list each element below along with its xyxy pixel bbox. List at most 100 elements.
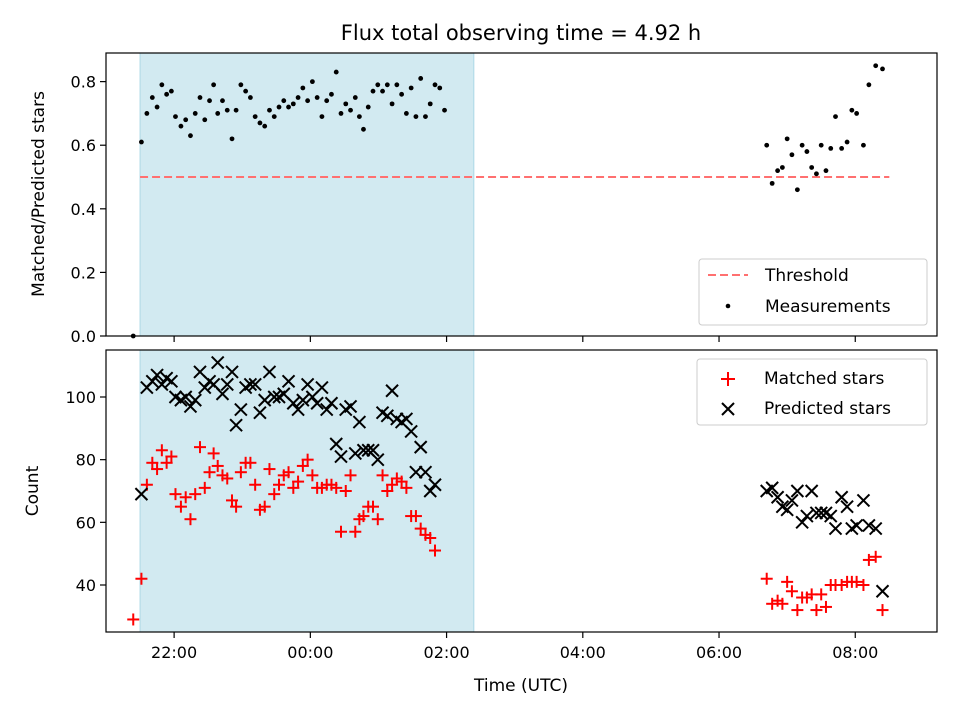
bottom-panel: 40 60 80 100 22:00 00:00 02:00 04:00 06:00 08:00… (23, 349, 938, 696)
predicted-star-point (371, 452, 385, 467)
predicted-star-point (296, 393, 310, 407)
x-tick-label: 04:00 (560, 643, 606, 662)
bottom-legend: Matched stars Predicted stars (696, 358, 928, 426)
predicted-star-point (343, 399, 358, 414)
measurement-point (764, 142, 770, 148)
observing-span-shade-top (139, 52, 475, 337)
y-tick-label: 100 (65, 388, 96, 407)
top-legend-box (698, 258, 928, 326)
measurement-point (418, 76, 424, 81)
top-legend: Threshold Measurements (698, 258, 928, 326)
predicted-star-point (824, 509, 838, 523)
matched-star-point (169, 488, 182, 501)
matched-star-point (268, 488, 281, 501)
matched-legend-swatch (721, 372, 735, 386)
predicted-star-point (286, 396, 301, 410)
predicted-star-point (423, 484, 437, 498)
predicted-star-point (315, 380, 329, 395)
predicted-star-point (183, 399, 198, 414)
measurement-point (408, 85, 414, 91)
predicted-star-point (840, 499, 854, 514)
predicted-star-point (765, 481, 779, 495)
predicted-star-point (875, 584, 890, 598)
measurement-point (818, 142, 824, 148)
measurement-point (784, 136, 790, 142)
matched-star-point (184, 513, 197, 526)
predicted-star-point (267, 390, 281, 404)
measurement-point (775, 168, 781, 174)
measurement-point (243, 88, 249, 94)
measurement-point (173, 114, 178, 119)
predicted-star-point (418, 465, 433, 479)
measurement-point (352, 95, 358, 100)
measurement-point (804, 149, 810, 154)
measurement-point (854, 111, 860, 116)
matched-star-point (211, 459, 224, 472)
measurement-point (267, 107, 272, 113)
x-tick-label: 02:00 (424, 643, 470, 662)
matched-star-point (409, 510, 422, 523)
measurement-point (809, 165, 815, 170)
threshold-legend-label: Threshold (764, 266, 849, 286)
matched-star-point (344, 469, 357, 482)
matched-star-point (193, 441, 206, 454)
predicted-star-point (329, 437, 343, 451)
matched-star-point (282, 466, 295, 479)
matched-star-point (226, 494, 239, 507)
predicted-star-point (324, 396, 339, 410)
predicted-star-point (352, 415, 367, 429)
predicted-star-point (178, 390, 193, 404)
x-tick-label: 00:00 (287, 643, 333, 662)
measurement-point (361, 126, 366, 132)
predicted-star-point (862, 518, 876, 533)
predicted-star-point (253, 405, 267, 420)
x-tick-label: 06:00 (696, 643, 742, 662)
matched-legend-label: Matched stars (764, 369, 884, 389)
measurement-point (305, 98, 311, 104)
predicted-legend-swatch (721, 402, 735, 416)
predicted-star-point (413, 440, 428, 454)
matched-star-point (367, 500, 380, 513)
matched-star-point (174, 500, 187, 513)
measurement-point (873, 63, 879, 69)
shade-rect (139, 52, 475, 337)
matched-star-point (876, 604, 889, 617)
predicted-stars-points (134, 355, 890, 598)
measurement-point (139, 139, 144, 145)
predicted-star-point (225, 365, 239, 379)
measurement-point (276, 104, 282, 110)
matched-star-point (815, 588, 828, 601)
y-tick-label: 60 (76, 513, 96, 532)
predicted-star-point (319, 402, 334, 417)
measurement-point (794, 187, 800, 193)
predicted-star-point (770, 490, 785, 504)
matched-star-point (869, 550, 882, 563)
matched-star-point (781, 575, 794, 588)
predicted-star-point (134, 487, 149, 501)
measurement-point (271, 114, 277, 119)
matched-star-point (349, 525, 362, 538)
matched-star-point (376, 469, 389, 482)
matched-star-point (791, 604, 804, 617)
measurement-point (154, 104, 160, 110)
predicted-star-point (248, 377, 262, 392)
x-tick-label: 22:00 (151, 643, 197, 662)
predicted-star-point (804, 484, 819, 498)
matched-star-point (395, 475, 408, 488)
measurements-legend-label: Measurements (765, 297, 891, 317)
matched-star-point (146, 456, 159, 469)
predicted-star-point (348, 446, 363, 461)
matched-star-point (249, 478, 262, 491)
matched-star-point (819, 600, 832, 613)
matched-star-point (857, 579, 870, 591)
predicted-star-point (198, 380, 212, 395)
matched-star-point (135, 572, 148, 585)
measurement-point (238, 82, 244, 88)
predicted-star-point (215, 387, 230, 401)
measurement-point (290, 101, 296, 107)
measurement-point (300, 85, 306, 91)
measurement-point (348, 107, 353, 113)
predicted-star-point (849, 518, 864, 533)
measurement-point (769, 180, 775, 186)
